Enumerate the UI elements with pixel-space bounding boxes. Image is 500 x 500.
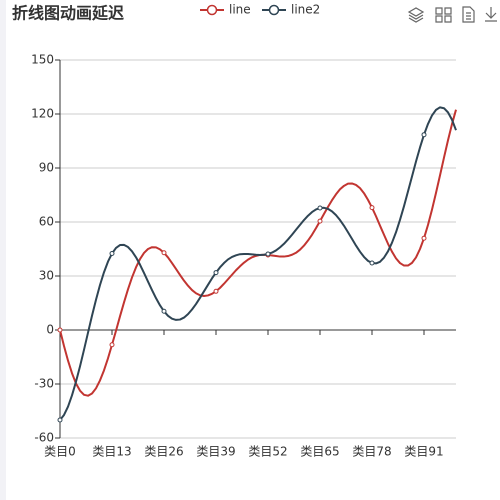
save-icon[interactable] bbox=[485, 7, 497, 22]
x-tick-label: 类目0 bbox=[44, 445, 76, 459]
x-tick-label: 类目91 bbox=[404, 445, 443, 459]
chart-title: 折线图动画延迟 bbox=[12, 4, 124, 23]
x-tick-label: 类目26 bbox=[144, 445, 183, 459]
y-tick-label: 0 bbox=[46, 323, 54, 337]
x-tick-label: 类目78 bbox=[352, 445, 391, 459]
point bbox=[57, 327, 63, 333]
point bbox=[109, 342, 115, 348]
y-tick-label: 120 bbox=[31, 107, 54, 121]
point bbox=[57, 417, 63, 423]
x-tick-label: 类目39 bbox=[196, 445, 235, 459]
point bbox=[161, 250, 167, 256]
point bbox=[369, 205, 375, 211]
point bbox=[109, 251, 115, 256]
point bbox=[421, 235, 427, 241]
y-tick-label: -60 bbox=[34, 431, 54, 445]
x-tick-label: 类目52 bbox=[248, 445, 287, 459]
point bbox=[421, 132, 427, 138]
toolbox[interactable] bbox=[407, 6, 497, 23]
y-tick-label: 30 bbox=[39, 269, 54, 283]
stack-icon[interactable] bbox=[407, 7, 425, 23]
point bbox=[317, 205, 323, 211]
point bbox=[265, 251, 271, 257]
point bbox=[317, 218, 323, 224]
point bbox=[213, 288, 219, 294]
point bbox=[161, 308, 167, 314]
x-tick-label: 类目13 bbox=[92, 445, 131, 459]
left-border bbox=[0, 0, 6, 500]
series-line bbox=[59, 109, 457, 397]
x-tick-label: 类目65 bbox=[300, 445, 339, 459]
legend-symbol bbox=[206, 4, 218, 16]
legend-symbol bbox=[268, 4, 280, 16]
y-tick-label: 90 bbox=[39, 161, 54, 175]
legend-label: line bbox=[229, 3, 251, 17]
series-line bbox=[59, 106, 457, 421]
tiled-icon[interactable] bbox=[435, 7, 452, 23]
y-tick-label: 60 bbox=[39, 215, 54, 229]
point bbox=[213, 270, 219, 276]
point bbox=[369, 260, 375, 266]
data-view-icon[interactable] bbox=[462, 6, 475, 23]
y-tick-label: 150 bbox=[31, 53, 54, 67]
y-tick-label: -30 bbox=[34, 377, 54, 391]
legend-label: line2 bbox=[291, 3, 320, 17]
